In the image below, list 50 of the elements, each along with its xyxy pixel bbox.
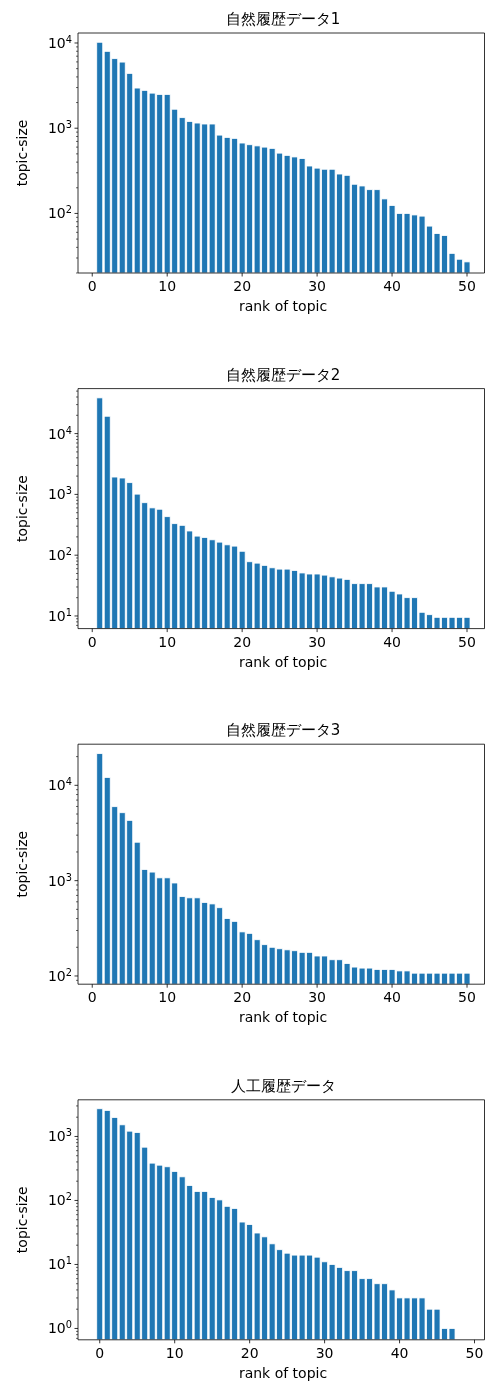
xtick: 40	[383, 278, 401, 294]
xtick: 30	[308, 278, 326, 294]
title: 自然履歴データ1	[225, 10, 341, 28]
ylabel: topic-size	[14, 475, 30, 542]
ylabel: topic-size	[14, 1186, 30, 1254]
title: 自然履歴データ3	[225, 721, 341, 740]
xtick: 50	[458, 989, 476, 1006]
xtick: 50	[458, 278, 476, 294]
ytick: 10$^{3}$	[47, 1126, 72, 1145]
xtick: 20	[233, 278, 252, 294]
xtick: 40	[383, 633, 401, 650]
ytick: 10$^{3}$	[47, 871, 72, 889]
ytick: 10$^{2}$	[47, 966, 72, 984]
ytick: 10$^{3}$	[47, 118, 72, 137]
xlabel: rank of topic	[238, 1364, 328, 1381]
title: 人工履歴データ	[230, 1076, 336, 1095]
ytick: 10$^{3}$	[47, 484, 72, 503]
ytick: 10$^{4}$	[47, 424, 72, 442]
xtick: 0	[87, 278, 97, 294]
xtick: 10	[165, 1344, 184, 1361]
xtick: 30	[308, 633, 326, 650]
xtick: 30	[315, 1344, 334, 1361]
xtick: 10	[158, 989, 177, 1006]
ytick: 10$^{2}$	[47, 1190, 72, 1209]
ytick: 10$^{1}$	[47, 1254, 72, 1273]
ytick: 10$^{0}$	[47, 1318, 72, 1337]
xtick: 0	[87, 633, 97, 650]
ytick: 10$^{2}$	[47, 203, 72, 222]
xtick: 20	[233, 633, 252, 650]
xtick: 20	[233, 989, 252, 1006]
xtick: 30	[308, 989, 326, 1006]
xtick: 40	[390, 1344, 409, 1361]
xtick: 0	[95, 1344, 105, 1361]
xlabel: rank of topic	[238, 1009, 328, 1026]
ylabel: topic-size	[14, 119, 30, 187]
ytick: 10$^{4}$	[47, 775, 72, 794]
xlabel: rank of topic	[238, 653, 328, 670]
xtick: 10	[158, 633, 177, 650]
ytick: 10$^{4}$	[47, 33, 72, 51]
xtick: 20	[240, 1344, 259, 1361]
ylabel: topic-size	[14, 830, 30, 898]
title: 自然履歴データ2	[225, 365, 341, 384]
xtick: 50	[458, 633, 476, 650]
ytick: 10$^{2}$	[47, 545, 72, 564]
xtick: 0	[87, 989, 97, 1006]
xtick: 40	[383, 989, 401, 1006]
ytick: 10$^{1}$	[47, 606, 72, 624]
xtick: 50	[465, 1344, 484, 1361]
xtick: 10	[158, 278, 177, 294]
xlabel: rank of topic	[238, 298, 328, 314]
